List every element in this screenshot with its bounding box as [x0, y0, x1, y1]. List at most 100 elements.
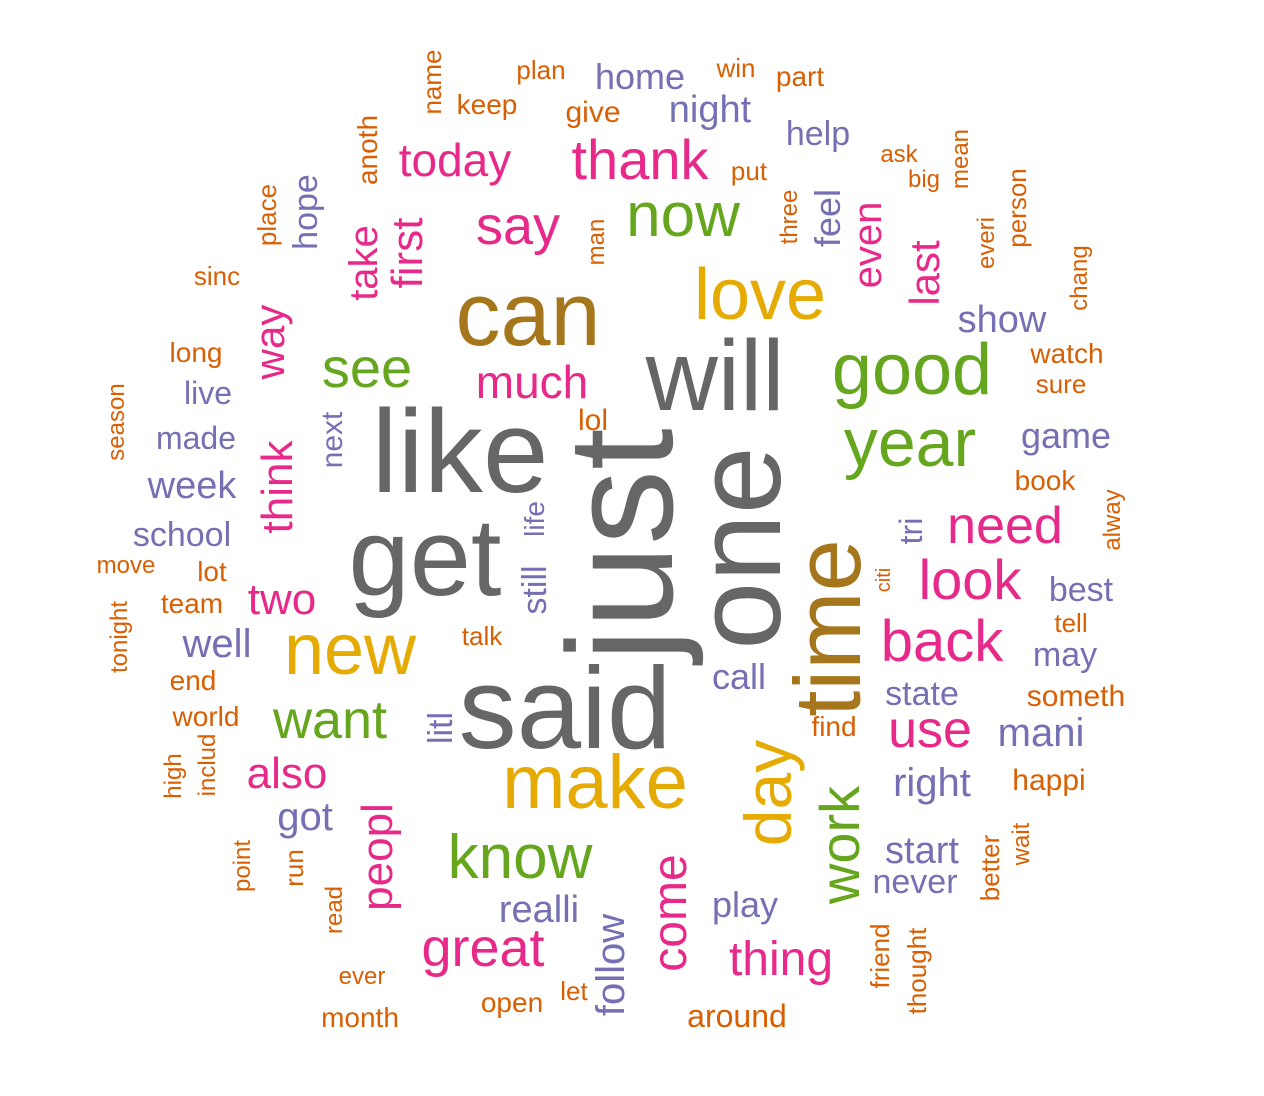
word-end: end	[169, 665, 217, 696]
word-thank: thank	[571, 128, 709, 191]
word-well: well	[182, 622, 252, 666]
word-take: take	[342, 225, 386, 301]
word-right: right	[893, 761, 971, 805]
word-now: now	[626, 181, 740, 250]
word-great: great	[421, 918, 545, 978]
word-someth: someth	[1026, 680, 1126, 713]
word-keep: keep	[456, 89, 518, 120]
word-follow: follow	[589, 913, 633, 1017]
word-say: say	[475, 196, 561, 256]
word-never: never	[872, 863, 958, 901]
word-show: show	[957, 299, 1047, 341]
word-let: let	[560, 976, 588, 1006]
word-happi: happi	[1012, 764, 1086, 797]
word-move: move	[96, 552, 156, 579]
word-state: state	[885, 675, 959, 713]
word-made: made	[155, 420, 237, 456]
word-even: even	[846, 201, 890, 289]
word-day: day	[731, 739, 805, 847]
word-back: back	[880, 609, 1004, 674]
word-make: make	[502, 740, 688, 825]
word-come: come	[644, 854, 697, 972]
word-night: night	[668, 89, 752, 131]
word-think: think	[253, 440, 302, 534]
word-anoth: anoth	[352, 114, 383, 186]
word-year: year	[843, 405, 977, 481]
word-like: like	[371, 386, 549, 518]
word-tri: tri	[893, 517, 929, 545]
word-call: call	[711, 656, 767, 697]
word-got: got	[277, 795, 333, 839]
word-need: need	[947, 497, 1063, 555]
word-name: name	[417, 49, 447, 115]
word-tell: tell	[1054, 608, 1088, 638]
word-get: get	[348, 496, 502, 619]
word-part: part	[775, 61, 825, 92]
word-season: season	[103, 383, 130, 461]
word-also: also	[246, 749, 328, 798]
word-today: today	[398, 134, 512, 186]
word-life: life	[519, 501, 550, 537]
word-much: much	[475, 356, 589, 408]
word-point: point	[229, 839, 256, 893]
word-sure: sure	[1035, 369, 1087, 399]
word-friend: friend	[865, 923, 895, 989]
word-give: give	[565, 96, 621, 129]
word-will: will	[645, 320, 785, 432]
word-read: read	[321, 885, 348, 935]
word-help: help	[785, 115, 851, 153]
word-talk: talk	[461, 621, 503, 651]
word-thought: thought	[902, 927, 932, 1015]
word-lot: lot	[197, 556, 227, 587]
word-can: can	[455, 265, 601, 365]
word-open: open	[480, 987, 544, 1018]
word-person: person	[1002, 168, 1032, 248]
word-last: last	[901, 240, 948, 306]
word-lol: lol	[577, 404, 609, 437]
word-time: time	[775, 539, 880, 717]
word-win: win	[716, 53, 756, 83]
word-ever: ever	[338, 963, 386, 990]
word-run: run	[279, 849, 309, 887]
word-includ: includ	[194, 733, 221, 797]
word-live: live	[183, 375, 233, 411]
word-feel: feel	[807, 188, 848, 248]
word-hope: hope	[287, 174, 325, 250]
word-game: game	[1020, 415, 1112, 456]
word-mani: mani	[997, 711, 1085, 755]
word-man: man	[583, 218, 610, 266]
word-first: first	[383, 217, 432, 289]
word-start: start	[885, 830, 959, 872]
word-look: look	[918, 548, 1022, 611]
word-citi: citi	[873, 567, 895, 593]
word-long: long	[169, 337, 223, 368]
word-thing: thing	[728, 933, 834, 986]
word-sinc: sinc	[193, 261, 241, 291]
word-next: next	[316, 411, 349, 469]
word-book: book	[1014, 465, 1076, 496]
word-wait: wait	[1008, 822, 1035, 866]
word-around: around	[687, 998, 787, 1034]
word-work: work	[808, 785, 871, 905]
word-school: school	[132, 516, 232, 554]
word-chang: chang	[1066, 245, 1093, 311]
word-realli: realli	[498, 889, 580, 931]
word-may: may	[1032, 636, 1098, 674]
word-play: play	[711, 884, 779, 925]
word-high: high	[160, 753, 187, 799]
word-week: week	[147, 465, 237, 507]
word-still: still	[516, 565, 554, 615]
word-big: big	[907, 166, 941, 193]
word-know: know	[447, 823, 593, 892]
word-two: two	[247, 575, 317, 624]
word-three: three	[776, 189, 803, 245]
word-mean: mean	[947, 128, 974, 190]
word-month: month	[321, 1002, 399, 1033]
word-peopl: peopl	[353, 803, 402, 911]
word-everi: everi	[973, 216, 1000, 270]
word-plan: plan	[516, 55, 566, 85]
word-tonight: tonight	[106, 600, 133, 674]
word-see: see	[321, 336, 413, 399]
word-watch: watch	[1030, 338, 1104, 369]
